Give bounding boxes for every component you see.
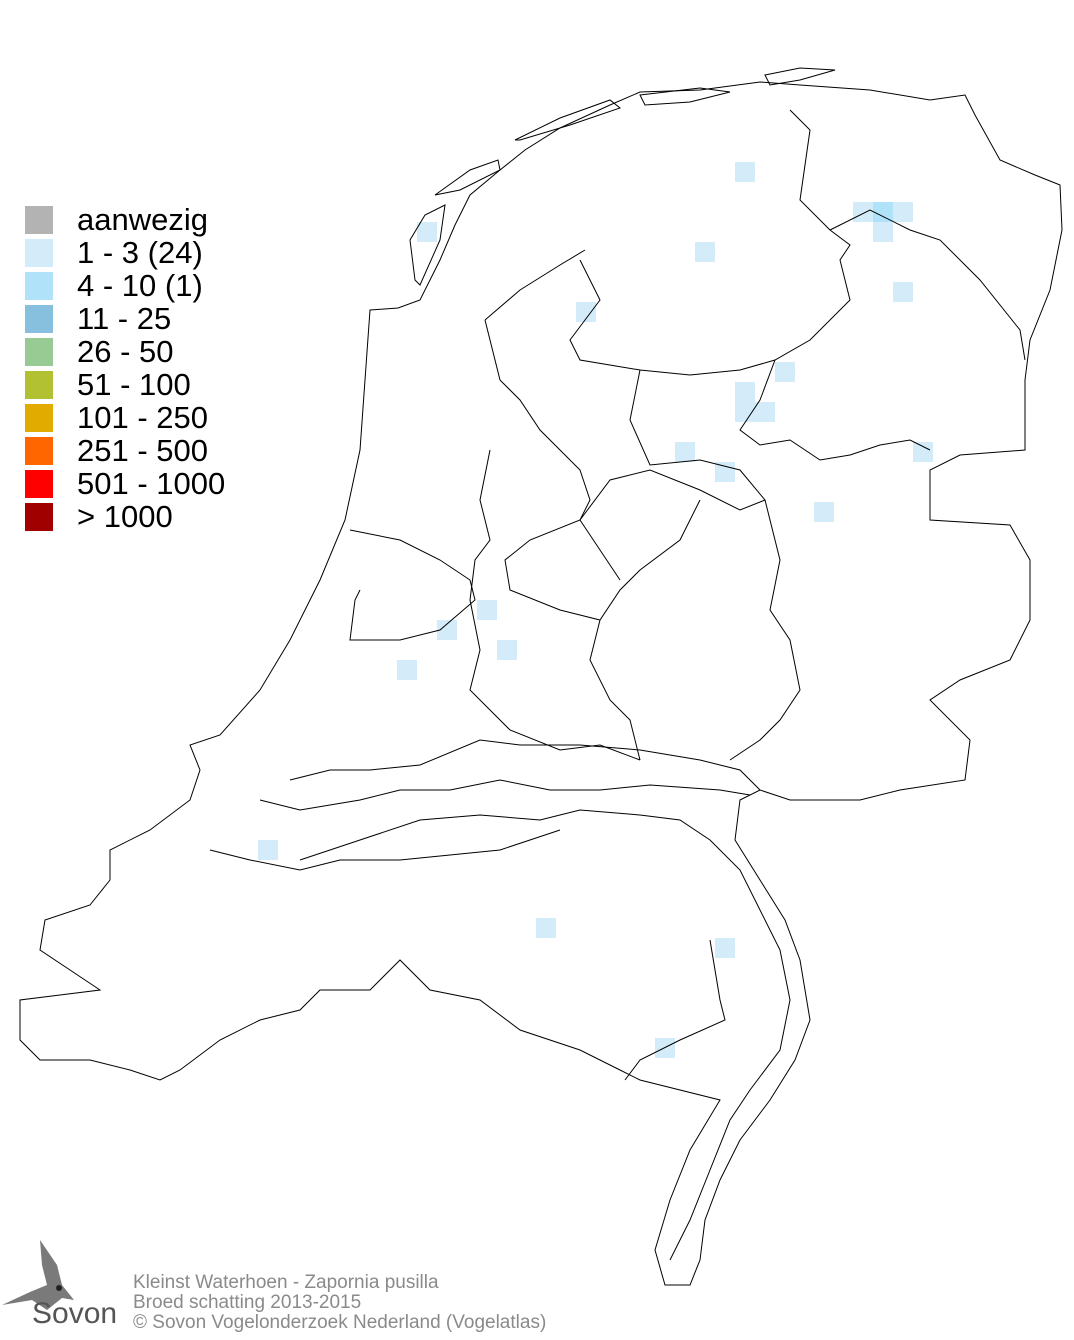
wadden-island: [434, 159, 501, 196]
legend-swatch: [25, 238, 53, 267]
survey-period: Broed schatting 2013-2015: [133, 1292, 362, 1313]
legend-swatch: [25, 205, 53, 234]
map-caption: Kleinst Waterhoen - Zapornia pusilla Bro…: [133, 1273, 546, 1333]
legend-swatch: [25, 469, 53, 498]
province-border: [349, 529, 476, 641]
logo-text: Sovon: [32, 1297, 118, 1330]
grid-cell: [715, 938, 735, 958]
province-border: [829, 209, 1026, 361]
legend-swatch: [25, 337, 53, 366]
grid-cell: [873, 222, 893, 242]
legend-label: 251 - 500: [77, 433, 208, 468]
wadden-island: [409, 204, 446, 286]
legend-swatch: [25, 436, 53, 465]
grid-cell: [675, 442, 695, 462]
legend-label: 11 - 25: [77, 301, 172, 336]
grid-cell: [258, 840, 278, 860]
grid-cell: [536, 918, 556, 938]
wadden-island: [764, 67, 836, 86]
legend-item-501-1000: 501 - 1000: [25, 467, 225, 500]
grid-cell: [775, 362, 795, 382]
province-border: [739, 359, 931, 461]
legend-item-aanwezig: aanwezig: [25, 203, 225, 236]
legend: aanwezig 1 - 3 (24) 4 - 10 (1) 11 - 25 2…: [25, 203, 225, 533]
legend-item-251-500: 251 - 500: [25, 434, 225, 467]
legend-item-4-10: 4 - 10 (1): [25, 269, 225, 302]
legend-swatch: [25, 370, 53, 399]
legend-item-51-100: 51 - 100: [25, 368, 225, 401]
grid-cell: [735, 382, 755, 402]
legend-label: 51 - 100: [77, 367, 191, 402]
legend-swatch: [25, 403, 53, 432]
wadden-island: [514, 99, 622, 141]
province-border: [504, 369, 766, 621]
legend-item-11-25: 11 - 25: [25, 302, 225, 335]
legend-item-101-250: 101 - 250: [25, 401, 225, 434]
map-outlines: [19, 67, 1063, 1286]
legend-label: aanwezig: [77, 202, 208, 237]
legend-item-1-3: 1 - 3 (24): [25, 236, 225, 269]
grid-cell: [814, 502, 834, 522]
grid-cell: [853, 202, 873, 222]
grid-cell: [893, 202, 913, 222]
legend-label: 101 - 250: [77, 400, 208, 435]
grid-cell: [893, 282, 913, 302]
province-border: [469, 319, 641, 761]
copyright: © Sovon Vogelonderzoek Nederland (Vogela…: [133, 1312, 547, 1333]
wadden-island: [639, 87, 731, 106]
legend-label: 1 - 3 (24): [77, 235, 203, 270]
province-border: [579, 499, 801, 761]
grid-cell: [497, 640, 517, 660]
grid-cell: [437, 620, 457, 640]
province-border: [209, 829, 726, 1081]
legend-label: 4 - 10 (1): [77, 268, 203, 303]
grid-cell: [417, 222, 437, 242]
legend-item-over-1000: > 1000: [25, 500, 225, 533]
grid-cell: [477, 600, 497, 620]
grid-cell: [755, 402, 775, 422]
grid-cell: [397, 660, 417, 680]
river: [289, 739, 761, 791]
legend-swatch: [25, 502, 53, 531]
legend-swatch: [25, 271, 53, 300]
province-border: [484, 109, 851, 376]
grid-cell: [695, 242, 715, 262]
grid-cell: [735, 402, 755, 422]
grid-cells: [258, 162, 933, 1058]
country-outline: [19, 81, 1063, 1286]
legend-label: 501 - 1000: [77, 466, 226, 501]
river: [299, 809, 791, 1261]
grid-cell: [735, 162, 755, 182]
legend-item-26-50: 26 - 50: [25, 335, 225, 368]
grid-cell: [576, 302, 596, 322]
grid-cell: [913, 442, 933, 462]
river: [259, 779, 751, 811]
species-title: Kleinst Waterhoen - Zapornia pusilla: [133, 1272, 439, 1293]
legend-label: > 1000: [77, 499, 173, 534]
grid-cell: [873, 202, 893, 222]
sovon-swallow-logo: [2, 1240, 74, 1310]
legend-swatch: [25, 304, 53, 333]
legend-label: 26 - 50: [77, 334, 174, 369]
